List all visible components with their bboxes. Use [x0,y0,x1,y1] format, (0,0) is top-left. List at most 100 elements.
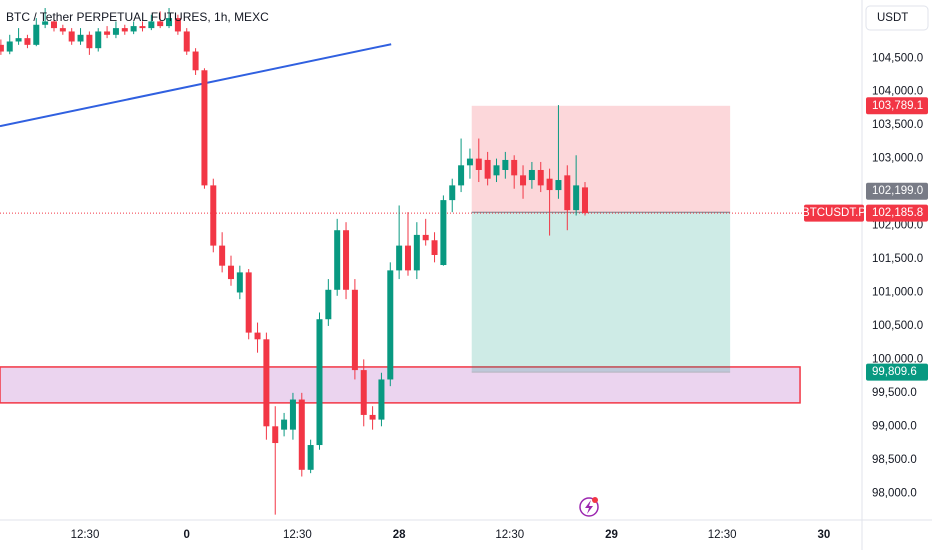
price-label-box [866,363,928,381]
candle-body [298,399,305,470]
price-label: 102,199.0 [872,185,923,197]
candle-body [440,200,447,266]
currency[interactable]: USDT [877,12,908,24]
x-tick-label: 12:30 [708,529,737,541]
y-tick-label: 101,500.0 [872,253,923,265]
candle-body [59,28,66,32]
candle-body [537,169,544,186]
candle-body [564,175,571,211]
candle-body [449,185,456,201]
candle-body [68,31,75,42]
candle-body [422,234,429,241]
symbol-tag-box [804,204,864,222]
candle-body [112,28,119,35]
x-tick-label: 29 [605,529,618,541]
x-tick-label: 12:30 [495,529,524,541]
price-label: 99,809.6 [872,366,917,378]
candle-body [404,245,411,271]
y-tick-label: 98,000.0 [872,487,917,499]
lightning-icon[interactable] [579,497,599,517]
candle-body [316,319,323,446]
candle-body [493,165,500,176]
candle-body [42,21,49,25]
currency-box[interactable] [865,5,929,31]
y-tick-label: 104,000.0 [872,86,923,98]
zone [0,366,801,404]
price-label-box [866,182,928,200]
chart-title: BTC / Tether PERPETUAL FUTURES, 1h, MEXC [6,10,269,24]
candle-body [15,38,22,42]
candle-body [555,180,562,191]
candle-body [334,230,341,290]
candle-body [546,178,553,191]
candle-body [281,419,288,430]
candle-body [378,379,385,420]
y-tick-label: 100,000.0 [872,353,923,365]
y-tick-label: 98,500.0 [872,454,917,466]
y-tick-label: 102,000.0 [872,220,923,232]
y-tick-label: 104,500.0 [872,52,923,64]
candle-body [183,31,190,52]
candle-body [33,24,40,45]
candle-body [325,289,332,320]
candle-body [192,51,199,71]
candle-body [166,18,173,27]
candle-body [148,21,155,29]
y-tick-label: 99,000.0 [872,420,917,432]
candle-body [396,245,403,271]
candle-body [351,289,358,371]
x-tick-label: 12:30 [283,529,312,541]
candle-body [369,414,376,420]
y-tick-label: 101,000.0 [872,286,923,298]
x-tick-label: 12:30 [71,529,100,541]
candle-body [475,158,482,170]
candle-body [581,187,588,214]
y-tick-label: 103,000.0 [872,153,923,165]
candle-body [0,44,4,52]
x-tick-label: 30 [818,529,831,541]
y-tick-label: 99,500.0 [872,387,917,399]
x-tick-label: 0 [184,529,190,541]
x-tick-label: 28 [393,529,406,541]
candle-body [121,28,128,32]
candle-body [174,18,181,32]
candle-body [343,230,350,290]
candle-body [484,159,491,179]
candle-body [86,34,93,49]
y-tick-label: 100,500.0 [872,320,923,332]
candle-body [387,270,394,380]
candle-body [210,185,217,246]
symbol-tag: BTCUSDT.P [802,207,866,219]
candle-body [289,399,296,430]
candle-body [77,34,84,42]
candle-body [502,159,509,170]
candle-body [307,445,314,470]
price-label-box [866,204,928,222]
candle-body [520,175,527,186]
loss-zone [471,212,731,373]
candle-body [95,31,102,49]
price-label: 103,789.1 [872,100,923,112]
candle-body [6,41,13,52]
y-tick-label: 103,500.0 [872,119,923,131]
candle-body [263,339,270,427]
price-label-box [866,97,928,115]
candle-body [219,245,226,266]
candle-body [573,185,580,211]
candle-body [130,26,137,32]
candle-body [431,240,438,255]
candle-body [50,21,57,29]
candle-body [139,26,146,29]
profit-zone [471,105,731,213]
candle-body [413,234,420,271]
candle-body [236,272,243,293]
candle-body [511,159,518,176]
candle-body [24,38,31,45]
candle-body [227,265,234,280]
candle-body [104,31,111,35]
candle-body [360,370,367,415]
candle-body [528,169,535,181]
